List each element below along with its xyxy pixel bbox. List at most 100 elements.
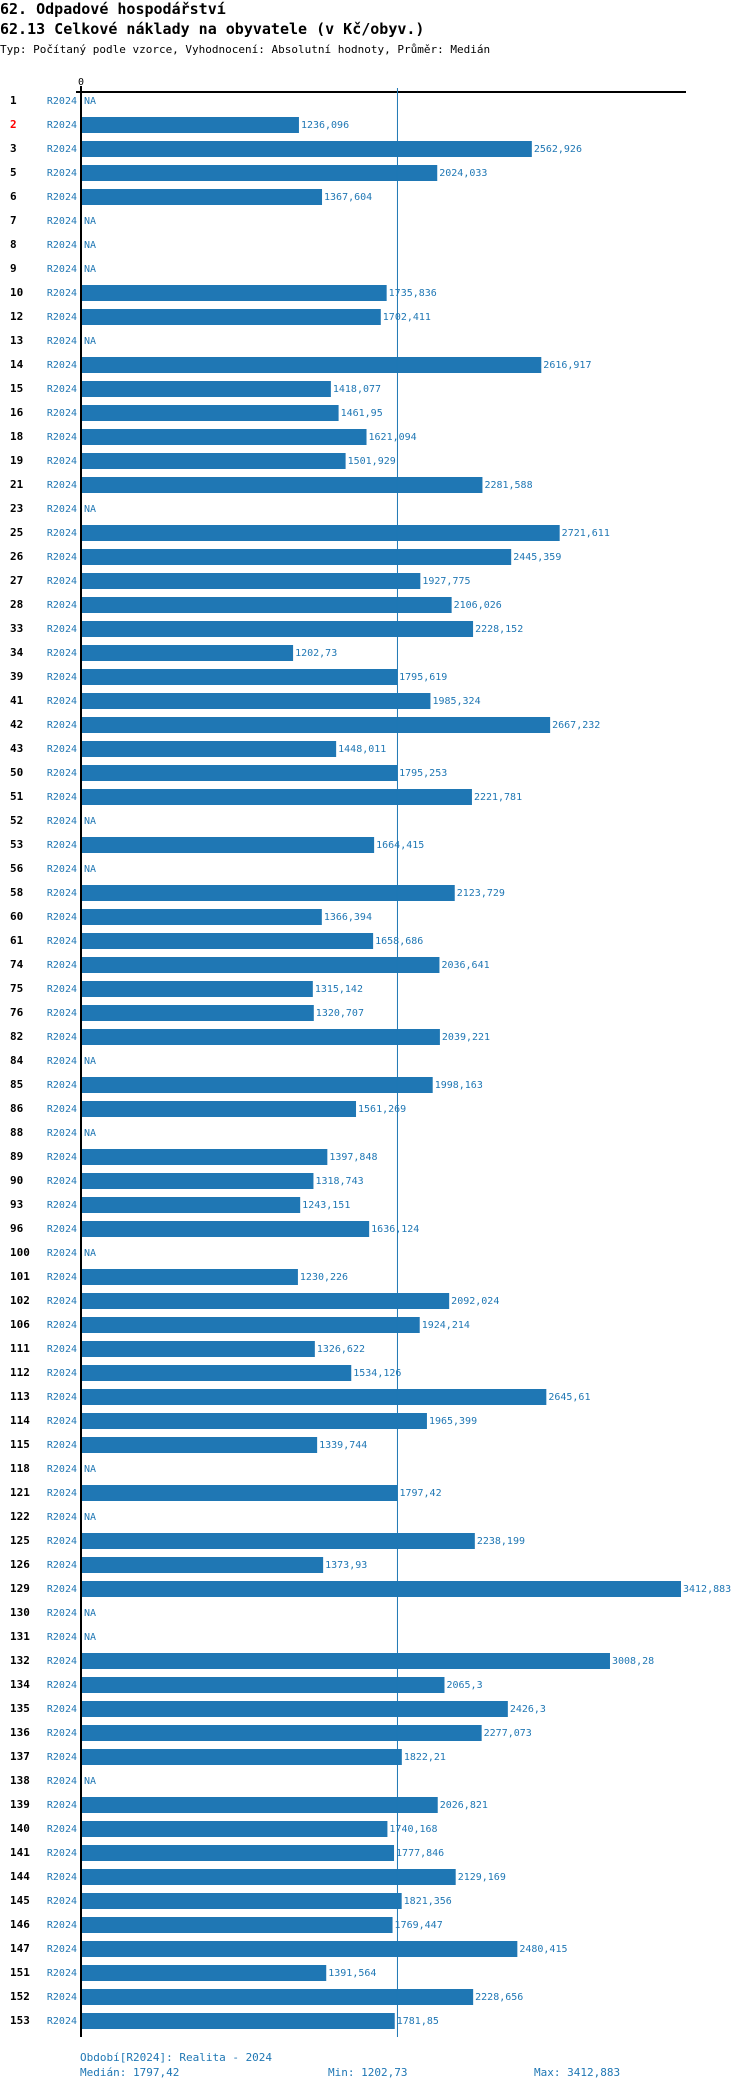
period-label: R2024 <box>47 1104 77 1115</box>
bar <box>82 1341 315 1357</box>
bar <box>82 1173 314 1189</box>
bar <box>82 1437 318 1453</box>
period-label: R2024 <box>47 1752 77 1763</box>
period-label: R2024 <box>47 1488 77 1499</box>
value-label: 2026,821 <box>440 1800 488 1811</box>
category-label: 2 <box>10 118 17 131</box>
category-label: 15 <box>10 382 23 395</box>
period-label: R2024 <box>47 552 77 563</box>
bar <box>82 1989 474 2005</box>
period-label: R2024 <box>47 1848 77 1859</box>
period-label: R2024 <box>47 120 77 131</box>
category-label: 141 <box>10 1846 30 1859</box>
value-label: 2667,232 <box>552 720 600 731</box>
period-label: R2024 <box>47 1560 77 1571</box>
period-label: R2024 <box>47 192 77 203</box>
category-label: 42 <box>10 718 23 731</box>
value-label: NA <box>84 336 96 347</box>
value-label: NA <box>84 1248 96 1259</box>
period-label: R2024 <box>47 1896 77 1907</box>
value-label: 1781,85 <box>397 2016 439 2027</box>
value-label: 1924,214 <box>422 1320 470 1331</box>
bar <box>82 1389 547 1405</box>
period-label: R2024 <box>47 144 77 155</box>
value-label: 1927,775 <box>422 576 470 587</box>
bar <box>82 1005 314 1021</box>
period-label: R2024 <box>47 648 77 659</box>
value-label: 2228,656 <box>475 1992 523 2003</box>
value-label: 1636,124 <box>371 1224 419 1235</box>
category-label: 137 <box>10 1750 30 1763</box>
value-label: 2238,199 <box>477 1536 525 1547</box>
value-label: 1367,604 <box>324 192 372 203</box>
value-label: 2480,415 <box>519 1944 567 1955</box>
bar <box>82 453 346 469</box>
period-label: R2024 <box>47 264 77 275</box>
category-label: 152 <box>10 1990 30 2003</box>
value-label: 1243,151 <box>302 1200 350 1211</box>
bar <box>82 789 472 805</box>
category-label: 122 <box>10 1510 30 1523</box>
category-label: 113 <box>10 1390 30 1403</box>
period-label: R2024 <box>47 1248 77 1259</box>
value-label: 1339,744 <box>319 1440 367 1451</box>
category-label: 134 <box>10 1678 30 1691</box>
period-label: R2024 <box>47 336 77 347</box>
period-label: R2024 <box>47 384 77 395</box>
period-label: R2024 <box>47 912 77 923</box>
category-label: 111 <box>10 1342 30 1355</box>
category-label: 16 <box>10 406 24 419</box>
value-label: 1821,356 <box>404 1896 452 1907</box>
value-label: 2721,611 <box>562 528 610 539</box>
bar <box>82 405 339 421</box>
category-label: 129 <box>10 1582 30 1595</box>
value-label: 2426,3 <box>510 1704 546 1715</box>
category-label: 74 <box>10 958 24 971</box>
value-label: 2106,026 <box>454 600 502 611</box>
value-label: 1461,95 <box>341 408 383 419</box>
period-label: R2024 <box>47 1272 77 1283</box>
value-label: 1664,415 <box>376 840 424 851</box>
value-label: 1315,142 <box>315 984 363 995</box>
period-label: R2024 <box>47 1800 77 1811</box>
period-label: R2024 <box>47 600 77 611</box>
category-label: 132 <box>10 1654 30 1667</box>
value-label: 1795,619 <box>399 672 447 683</box>
category-label: 3 <box>10 142 17 155</box>
bar <box>82 1917 393 1933</box>
bar <box>82 693 431 709</box>
period-label: R2024 <box>47 1320 77 1331</box>
category-label: 5 <box>10 166 17 179</box>
category-label: 34 <box>10 646 24 659</box>
category-label: 76 <box>10 1006 24 1019</box>
bar <box>82 669 398 685</box>
category-label: 53 <box>10 838 23 851</box>
bar <box>82 1533 475 1549</box>
category-label: 14 <box>10 358 24 371</box>
category-label: 27 <box>10 574 23 587</box>
period-label: R2024 <box>47 744 77 755</box>
period-label: R2024 <box>47 1512 77 1523</box>
period-label: R2024 <box>47 1608 77 1619</box>
value-label: NA <box>84 504 96 515</box>
value-label: 1658,686 <box>375 936 423 947</box>
bar <box>82 597 452 613</box>
category-label: 89 <box>10 1150 23 1163</box>
bar <box>82 1413 427 1429</box>
value-label: 1795,253 <box>399 768 447 779</box>
category-label: 61 <box>10 934 24 947</box>
period-label: R2024 <box>47 1920 77 1931</box>
value-label: 1769,447 <box>395 1920 443 1931</box>
bar <box>82 1653 610 1669</box>
value-label: 3008,28 <box>612 1656 654 1667</box>
value-label: 2092,024 <box>451 1296 499 1307</box>
bar <box>82 1821 388 1837</box>
period-label: R2024 <box>47 1872 77 1883</box>
value-label: 1735,836 <box>389 288 437 299</box>
bar <box>82 285 387 301</box>
bar <box>82 1581 681 1597</box>
period-label: R2024 <box>47 936 77 947</box>
category-label: 100 <box>10 1246 30 1259</box>
value-label: NA <box>84 816 96 827</box>
period-label: R2024 <box>47 840 77 851</box>
